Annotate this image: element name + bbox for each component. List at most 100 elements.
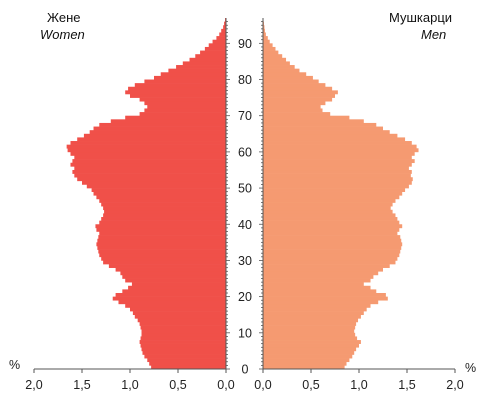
women-bar [74,173,226,178]
men-bar [263,358,350,363]
men-bar [263,115,350,120]
men-bar [263,173,411,178]
women-bar [77,137,226,142]
age-tick-label: 70 [238,109,252,123]
women-bar [103,213,226,218]
women-bar [140,343,226,348]
women-bar [137,318,226,323]
women-bar [130,93,226,98]
men-bar [263,32,266,37]
men-bar [263,329,355,334]
men-bar [263,209,393,214]
women-bar [103,206,226,211]
women-bar [144,79,226,84]
women-bar [139,97,226,102]
left-value-tick-label: 1,5 [73,378,90,392]
men-bar [263,36,268,41]
women-bar [122,274,226,279]
women-bar [128,285,226,290]
women-bar [97,245,226,250]
men-bar [263,162,412,167]
women-bar [96,195,227,200]
men-bar [263,271,379,276]
women-bar [147,104,226,109]
women-bar [125,278,226,283]
men-bar [263,188,406,192]
left-value-tick-label: 0,0 [217,378,234,392]
right-value-tick-label: 0,0 [254,378,271,392]
women-bar [67,148,226,153]
women-bars [66,18,227,370]
women-bar [98,235,226,240]
women-bar [182,61,226,66]
women-bar [95,224,226,229]
women-bar [122,289,226,294]
men-bar [263,202,393,207]
men-bar [263,191,403,196]
women-bar [141,347,226,352]
women-bar [139,112,226,116]
women-bar [134,314,226,319]
age-tick-label: 10 [238,326,252,340]
men-bar [263,148,419,153]
women-bar [70,162,226,167]
men-bars [263,18,419,370]
women-bar [142,350,226,355]
women-bar [83,133,226,138]
left-value-tick-label: 0,5 [169,378,186,392]
women-bar [120,271,226,276]
men-bar [263,151,415,156]
women-bar [99,220,226,225]
percent-unit-right: % [465,361,476,375]
men-bar [263,50,279,55]
men-bar [263,231,398,236]
men-bar [263,130,390,135]
women-bar [115,267,226,272]
women-bar [66,144,226,149]
women-bar [77,177,226,182]
women-bar [93,126,227,131]
right-value-tick-label: 1,5 [398,378,415,392]
men-bar [263,97,333,102]
men-bar [263,296,388,301]
men-bar [263,119,364,124]
men-bar [263,198,396,203]
men-bar [263,253,400,258]
women-bar [160,72,226,77]
women-bar [176,65,226,69]
women-bar [141,332,226,337]
age-tick-label: 20 [238,290,252,304]
women-bar [216,36,226,41]
men-bar [263,217,398,221]
men-bar [263,332,356,337]
men-bar [263,224,403,229]
women-bar [125,90,226,95]
men-bar [263,318,359,323]
men-bar [263,159,415,164]
men-bar [263,282,364,287]
women-bar [72,169,227,174]
women-bar [108,264,226,268]
men-bar [263,264,390,268]
women-bar [139,340,226,344]
men-bar [263,303,371,308]
women-bar [70,151,226,156]
men-bar [263,227,400,232]
men-bar [263,79,319,84]
men-bar [263,361,347,366]
age-tick-label: 30 [238,254,252,268]
women-bar [189,57,226,62]
men-bar [263,213,396,218]
women-bar [98,249,226,254]
men-subtitle: Men [421,27,447,42]
women-title: Жене [47,10,81,25]
women-bar [221,28,226,33]
age-tick-label: 50 [238,182,252,196]
men-bar [263,245,402,250]
age-tick-label: 40 [238,218,252,232]
right-value-tick-label: 1,0 [350,378,367,392]
women-bar [130,307,226,312]
men-bar [263,184,409,189]
men-bar [263,206,391,211]
women-subtitle: Women [40,27,85,42]
